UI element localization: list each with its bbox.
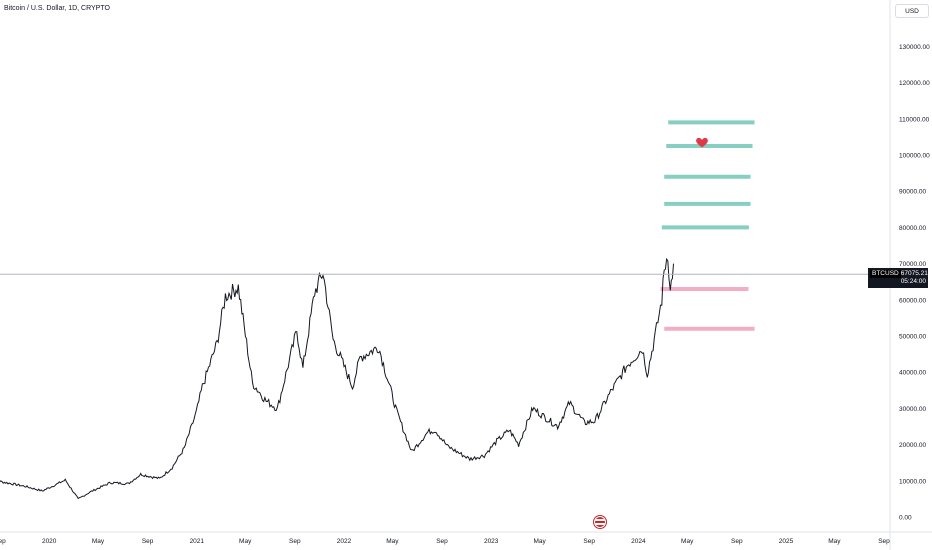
x-tick-label: Sep — [142, 538, 154, 545]
x-tick-label: 2024 — [631, 538, 646, 545]
x-tick-label: 2020 — [42, 538, 57, 545]
bar-countdown: 05:24:00 — [900, 278, 926, 285]
y-tick-label: 130000.00 — [899, 44, 930, 51]
y-tick-label: 80000.00 — [899, 225, 926, 232]
y-tick-label: 50000.00 — [899, 334, 926, 341]
y-tick-label: 20000.00 — [899, 442, 926, 449]
price-line-series — [0, 257, 674, 500]
y-tick-label: 110000.00 — [899, 116, 930, 123]
price-value: 67075.21 — [900, 270, 928, 277]
x-tick-label: Sep — [583, 538, 595, 545]
level-lines — [660, 120, 755, 331]
x-tick-label: May — [239, 538, 252, 545]
y-tick-label: 120000.00 — [899, 80, 930, 87]
x-tick-label: May — [386, 538, 399, 545]
x-tick-label: Sep — [731, 538, 743, 545]
x-tick-label: 2021 — [190, 538, 205, 545]
x-tick-label: 2025 — [779, 538, 794, 545]
us-flag-icon[interactable] — [594, 516, 606, 528]
y-tick-label: 0.00 — [899, 515, 912, 522]
x-axis-ticks: Sep 2020 May Sep 2021 May Sep 2022 May Sep 2023 May… — [0, 538, 890, 545]
chart-title: Bitcoin / U.S. Dollar, 1D, CRYPTO — [4, 5, 110, 12]
y-tick-label: 60000.00 — [899, 297, 926, 304]
current-price-tag: BTCUSD 67075.21 05:24:00 — [868, 268, 928, 288]
x-tick-label: Sep — [0, 538, 6, 545]
y-tick-label: 100000.00 — [899, 153, 930, 160]
y-tick-label: 30000.00 — [899, 406, 926, 413]
x-tick-label: May — [533, 538, 546, 545]
x-tick-label: May — [92, 538, 105, 545]
y-tick-label: 70000.00 — [899, 261, 926, 268]
y-tick-label: 40000.00 — [899, 370, 926, 377]
y-axis-ticks: 0.00 10000.00 20000.00 30000.00 40000.00 5000… — [899, 44, 930, 522]
x-tick-label: May — [681, 538, 694, 545]
x-tick-label: Sep — [878, 538, 890, 545]
heart-icon — [696, 137, 708, 148]
x-tick-label: 2023 — [484, 538, 499, 545]
y-tick-label: 10000.00 — [899, 478, 926, 485]
x-tick-label: Sep — [289, 538, 301, 545]
x-tick-label: Sep — [436, 538, 448, 545]
currency-selector[interactable]: USD — [895, 4, 929, 18]
x-tick-label: 2022 — [337, 538, 352, 545]
symbol-label: BTCUSD — [870, 270, 901, 278]
y-tick-label: 90000.00 — [899, 189, 926, 196]
price-series — [0, 257, 674, 500]
x-tick-label: May — [828, 538, 841, 545]
